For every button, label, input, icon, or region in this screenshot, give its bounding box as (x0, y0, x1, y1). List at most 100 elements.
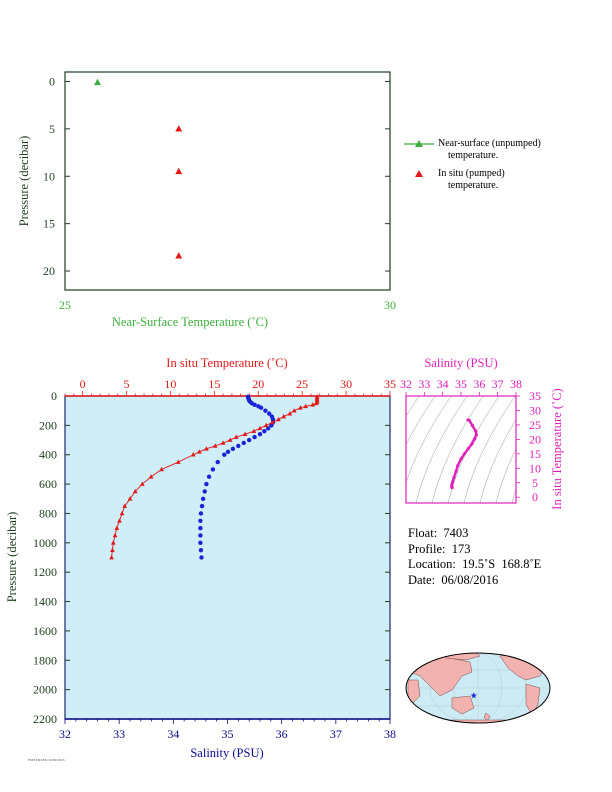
salinity-tick-label: 34 (167, 727, 179, 741)
salinity-point (265, 426, 271, 431)
date-label: Date: (408, 572, 436, 587)
world-map (405, 652, 551, 724)
ts-point (466, 447, 470, 451)
profile-value: 173 (451, 541, 471, 556)
temperature-point (159, 466, 164, 472)
temperature-point (110, 540, 116, 545)
temperature-point (212, 443, 218, 448)
salinity-tick-label: 38 (384, 727, 396, 741)
temperature-tick-label: 5 (123, 377, 129, 391)
temperature-point (175, 459, 181, 464)
salinity-point (198, 511, 204, 516)
ts-point (454, 469, 458, 473)
temperature-point (227, 437, 233, 442)
date-row: Date: 06/08/2016 (408, 573, 541, 589)
ts-curve (450, 418, 478, 490)
float-label: Float: (408, 526, 438, 540)
ts-salinity-tick-label: 33 (418, 377, 430, 391)
ts-temperature-tick-label: 0 (532, 490, 538, 504)
ts-salinity-tick-label: 36 (473, 377, 485, 391)
australia-landmass (451, 695, 475, 715)
density-contour-line (495, 448, 516, 503)
near-surface-y-axis-label: Pressure (decibar) (17, 136, 31, 227)
temperature-point (197, 449, 202, 454)
temperature-point (251, 428, 257, 434)
ts-temperature-tick-label: 15 (529, 447, 541, 461)
density-contour-line (558, 386, 612, 513)
salinity-point (210, 467, 216, 472)
ts-temperature-tick-label: 25 (529, 418, 541, 432)
salinity-point (198, 547, 204, 553)
temperature-point (291, 408, 297, 413)
profile-y-axis-label: Pressure (decibar) (5, 512, 19, 603)
temperature-point (303, 403, 309, 409)
temperature-profile (109, 394, 320, 560)
salinity-point (204, 481, 209, 487)
salinity-point (241, 440, 246, 446)
profile-y-tick-label: 2200 (33, 712, 57, 726)
temperature-point (269, 419, 275, 425)
near-surface-y-tick-label: 5 (49, 122, 55, 136)
salinity-point (199, 503, 205, 509)
ts-temperature-tick-label: 10 (529, 461, 541, 475)
salinity-tick-label: 36 (276, 727, 288, 741)
ts-salinity-tick-label: 37 (492, 377, 504, 391)
salinity-point (267, 411, 272, 416)
legend-red-triangle-icon (415, 170, 423, 177)
ts-point (474, 429, 478, 433)
temperature-point (127, 496, 133, 501)
temperature-tick-label: 25 (296, 377, 308, 391)
salinity-point (236, 443, 241, 449)
ts-temperature-tick-label: 35 (529, 389, 541, 403)
temperature-point (119, 510, 125, 516)
ts-point (452, 475, 456, 480)
near-surface-y-tick-label: 15 (43, 217, 55, 231)
location-value: 19.5˚S 168.8˚E (462, 557, 542, 571)
temperature-point (190, 452, 196, 457)
temperature-point (257, 425, 263, 431)
ts-point (470, 423, 474, 428)
profile-y-ticks: 0 200 400 600 800 1000 1200 1400 1600 1800 2000 220… (33, 389, 390, 726)
ts-salinity-tick-label: 38 (510, 377, 522, 391)
profile-row: Profile: 173 (408, 542, 541, 558)
temperature-point (132, 488, 138, 494)
salinity-point (263, 408, 268, 413)
temperature-point (263, 422, 269, 428)
in-situ-temp-point (175, 167, 183, 175)
salinity-point (269, 423, 274, 428)
legend-green-line-triangle-icon (404, 140, 434, 147)
salinity-point (230, 446, 236, 452)
near-surface-x-ticks: 25 30 (59, 285, 396, 312)
float-row: Float: 7403 (408, 526, 541, 542)
ts-temperature-tick-label: 30 (529, 403, 541, 417)
temperature-point (276, 416, 281, 422)
legend-label-in-situ-2: temperature. (448, 180, 499, 191)
legend-label-near-surface-2: temperature. (448, 150, 499, 161)
ts-point (456, 464, 460, 468)
ts-salinity-ticks: 32 33 34 35 36 37 38 (400, 377, 522, 396)
density-contour-line (406, 396, 436, 446)
float-location-marker (470, 692, 478, 699)
float-value: 7403 (443, 526, 469, 540)
ts-salinity-tick-label: 35 (455, 377, 467, 391)
density-contour-line (431, 396, 484, 503)
location-label: Location: (408, 557, 456, 571)
temperature-point (313, 400, 319, 406)
legend-label-in-situ-1: In situ (pumped) (438, 168, 505, 179)
profile-y-tick-label: 0 (51, 389, 57, 403)
salinity-tick-label: 33 (113, 727, 125, 741)
near-surface-x-axis-label: Near-Surface Temperature (˚C) (112, 315, 268, 329)
ts-point (473, 437, 477, 441)
temperature-point (122, 503, 128, 508)
temperature-point (139, 481, 145, 486)
salinity-point (198, 540, 203, 546)
temperature-point (233, 434, 239, 439)
density-contour-line (463, 396, 516, 503)
temperature-point (110, 547, 115, 552)
density-contour-line (415, 396, 468, 503)
profile-label: Profile: (408, 541, 446, 556)
near-surface-temp-point (94, 78, 101, 86)
ts-salinity-axis-label: Salinity (PSU) (424, 356, 497, 370)
ts-point (463, 451, 467, 456)
